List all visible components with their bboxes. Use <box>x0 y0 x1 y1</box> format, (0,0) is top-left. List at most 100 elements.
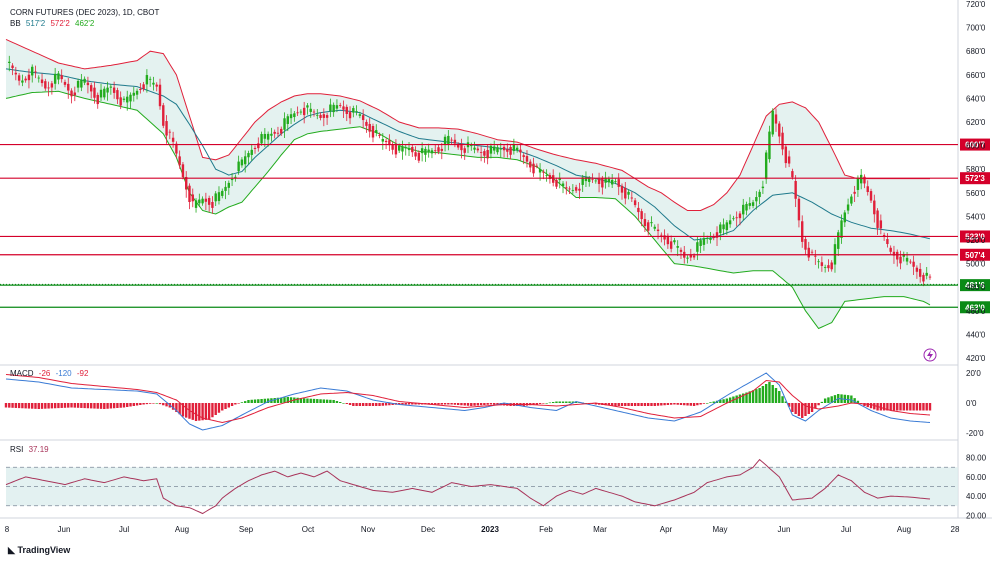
candle-body <box>617 179 620 187</box>
candle-body <box>476 148 480 151</box>
candle-body <box>335 105 339 109</box>
macd-hist-bar <box>673 403 676 405</box>
candle-body <box>814 255 817 257</box>
macd-label: MACD <box>10 369 34 378</box>
macd-hist-bar <box>119 403 122 408</box>
candle-body <box>522 155 525 158</box>
macd-hist-bar <box>823 398 827 403</box>
candle-body <box>889 247 892 252</box>
candle-body <box>696 242 699 252</box>
macd-hist-bar <box>781 396 784 403</box>
candle-body <box>188 185 191 203</box>
macd-hist-bar <box>152 403 155 404</box>
macd-hist-bar <box>430 403 434 405</box>
macd-hist-bar <box>902 403 905 411</box>
candle-body <box>551 175 555 183</box>
macd-hist-bar <box>820 401 824 403</box>
macd-hist-bar <box>483 403 486 405</box>
macd-hist-bar <box>371 403 375 406</box>
candle-body <box>119 97 122 106</box>
macd-hist-bar <box>434 403 437 405</box>
candle-body <box>709 237 712 240</box>
candle-body <box>807 247 810 258</box>
macd-hist-bar <box>155 403 158 404</box>
macd-hist-bar <box>676 403 679 405</box>
macd-hist-bar <box>833 395 837 403</box>
macd-hist-bar <box>70 403 73 408</box>
time-tick-label: Aug <box>897 525 911 534</box>
candle-body <box>355 111 358 112</box>
macd-hist-bar <box>797 403 801 416</box>
candle-body <box>728 220 732 225</box>
macd-hist-bar <box>548 402 552 404</box>
candle-body <box>627 191 630 195</box>
bollinger-band-fill <box>6 39 930 329</box>
price-axis[interactable]: 720'0 700'0 680'0 660'0 640'0 620'0 600'0 580'0… <box>966 0 987 520</box>
time-tick-label: Jul <box>841 525 851 534</box>
candle-body <box>148 78 152 80</box>
macd-hist-bar <box>142 403 145 405</box>
macd-hist-bar <box>283 397 286 403</box>
candle-body <box>60 75 63 80</box>
candle-body <box>558 178 561 181</box>
candle-body <box>299 111 303 113</box>
candle-body <box>692 255 696 258</box>
macd-hist-bar <box>83 403 86 409</box>
rsi-legend[interactable]: RSI 37.19 <box>10 445 52 454</box>
candle-body <box>918 268 922 277</box>
candle-body <box>106 87 109 93</box>
macd-hist-bar <box>411 403 414 405</box>
candle-body <box>31 66 34 76</box>
macd-hist-bar <box>237 403 240 404</box>
candle-body <box>270 133 273 136</box>
candle-body <box>293 113 296 118</box>
macd-hist-bar <box>542 403 545 404</box>
bb-legend[interactable]: BB 517'2 572'2 462'2 <box>10 19 97 28</box>
tradingview-logo[interactable]: ◣ TradingView <box>8 545 70 556</box>
candle-body <box>401 146 404 152</box>
level-tag-507'4 <box>960 248 990 261</box>
candle-body <box>361 115 365 121</box>
macd-hist-bar <box>319 399 322 403</box>
time-axis[interactable]: 8 Jun Jul Aug Sep Oct Nov Dec 2023 Feb Mar Apr May Ju… <box>5 525 960 534</box>
macd-hist-bar <box>348 403 352 405</box>
candlestick-series <box>8 55 932 287</box>
candle-body <box>358 114 362 116</box>
misc-overlays <box>923 348 937 362</box>
macd-hist-bar <box>224 403 227 409</box>
macd-hist-bar <box>109 403 113 409</box>
macd-legend[interactable]: MACD -26 -120 -92 <box>10 369 91 378</box>
macd-hist-bar <box>768 382 771 403</box>
candle-body <box>555 179 558 187</box>
candle-body <box>778 123 781 137</box>
macd-hist-bar <box>63 403 67 408</box>
time-tick-label: Dec <box>421 525 435 534</box>
candle-body <box>584 177 588 182</box>
macd-hist-bar <box>794 403 797 414</box>
candle-body <box>260 134 263 144</box>
time-tick-label: Apr <box>660 525 673 534</box>
level-tag-text: 523'0 <box>965 232 985 241</box>
macd-hist-bar <box>630 403 634 406</box>
candle-body <box>391 144 394 150</box>
macd-hist-bar <box>493 403 496 405</box>
candle-body <box>453 139 457 144</box>
price-tick-label: 680'0 <box>966 47 986 56</box>
candle-body <box>768 131 771 160</box>
macd-hist-bar <box>266 398 270 403</box>
candle-body <box>67 83 70 91</box>
macd-hist-bar <box>551 402 555 403</box>
bollinger-lower-line <box>5 90 931 330</box>
candle-body <box>430 150 434 154</box>
macd-hist-bar <box>709 402 712 403</box>
candle-body <box>873 200 876 215</box>
candle-body <box>388 140 391 146</box>
event-marker-icon <box>923 348 937 362</box>
candle-body <box>899 256 902 264</box>
candle-body <box>493 146 496 151</box>
candle-body <box>679 249 683 252</box>
candle-body <box>129 94 132 102</box>
macd-hist-bar <box>280 397 283 403</box>
candle-body <box>882 235 886 237</box>
